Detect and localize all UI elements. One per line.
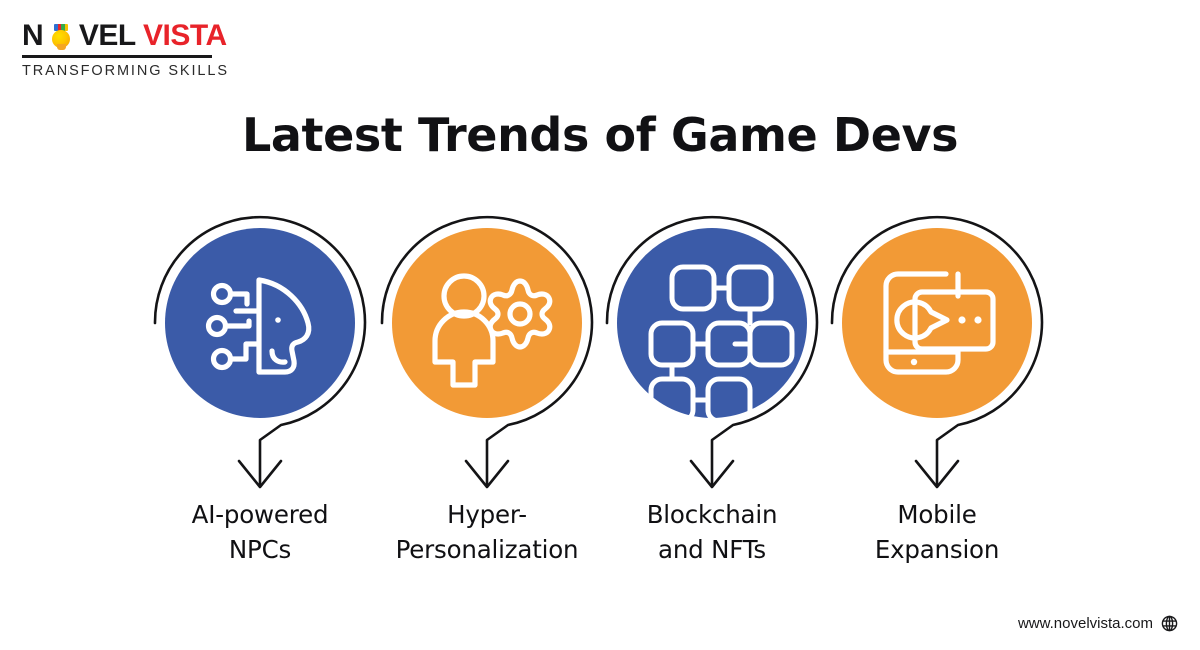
page-title: Latest Trends of Game Devs	[241, 108, 959, 162]
trend-label-2-line1: Hyper-	[447, 500, 527, 529]
lightbulb-cap	[54, 24, 69, 31]
trend-label-2-line2: Personalization	[395, 535, 579, 564]
trend-label-1-line1: AI-powered	[191, 500, 329, 529]
trend-caption-3: Blockchain and NFTs	[592, 497, 832, 567]
trend-label-3-line1: Blockchain	[646, 500, 778, 529]
logo-text-n: N	[22, 19, 44, 52]
trend-circle-3[interactable]	[617, 228, 807, 418]
trend-circle-2[interactable]	[392, 228, 582, 418]
trend-circle-1[interactable]	[165, 228, 355, 418]
footer-website[interactable]: www.novelvista.com	[1018, 615, 1178, 632]
website-url-text: www.novelvista.com	[1017, 615, 1153, 632]
user-gear-personalization-icon	[432, 273, 553, 388]
blockchain-network-icon	[648, 264, 795, 418]
mobile-game-pacman-icon	[883, 271, 996, 375]
logo-wordmark: N VEL VISTA	[22, 19, 227, 52]
lightbulb-glass	[52, 30, 71, 48]
trend-circle-4[interactable]	[842, 228, 1032, 418]
trend-label-3-line2: and NFTs	[658, 535, 766, 564]
trend-label-4-line1: Mobile	[897, 500, 977, 529]
logo-text-vista: VISTA	[143, 19, 227, 52]
logo-text-vel: VEL	[78, 19, 136, 52]
trend-label-1-line2: NPCs	[228, 535, 292, 564]
ai-head-circuit-icon	[205, 277, 312, 375]
trend-caption-2: Hyper- Personalization	[367, 497, 607, 567]
brand-logo[interactable]: N VEL VISTA TRANSFORMING SKILLS	[22, 19, 229, 79]
globe-icon	[1161, 615, 1178, 632]
lightbulb-icon	[50, 24, 72, 50]
lightbulb-neck	[56, 44, 66, 50]
logo-divider	[22, 55, 212, 58]
trend-caption-1: AI-powered NPCs	[140, 497, 380, 567]
trend-label-4-line2: Expansion	[874, 535, 1000, 564]
trend-caption-4: Mobile Expansion	[817, 497, 1057, 567]
logo-tagline: TRANSFORMING SKILLS	[22, 63, 229, 79]
